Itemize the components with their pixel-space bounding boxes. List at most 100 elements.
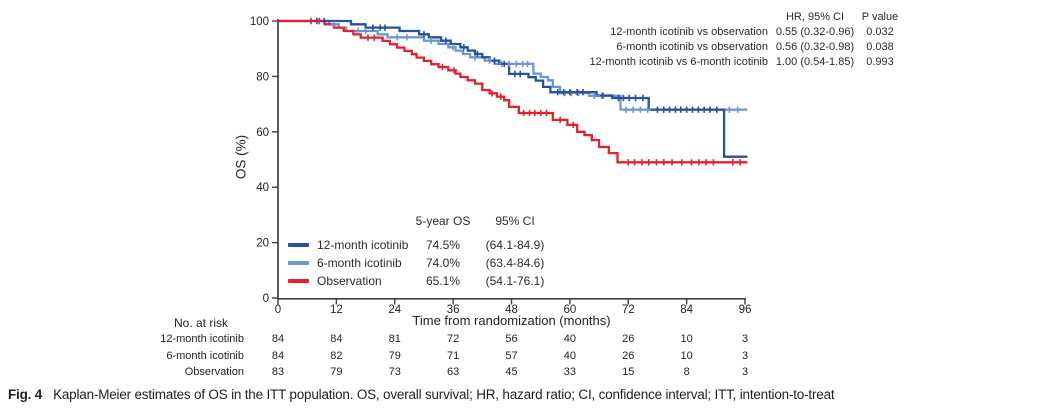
x-tick-label: 96 bbox=[739, 304, 752, 316]
hr-header-spacer bbox=[556, 10, 768, 25]
censor-mark bbox=[702, 159, 710, 166]
censor-mark bbox=[439, 63, 446, 71]
censor-mark bbox=[660, 159, 667, 166]
censor-mark bbox=[632, 94, 639, 102]
censor-mark bbox=[734, 106, 741, 113]
hr-ci-value: 1.00 (0.54-1.85) bbox=[775, 56, 855, 68]
risk-row-label: 12-month icotinib bbox=[160, 333, 244, 345]
risk-value: 63 bbox=[447, 365, 460, 378]
five-year-os-value: 74.5% bbox=[425, 238, 461, 252]
censor-mark bbox=[355, 27, 362, 35]
comparison-label: 12-month icotinib vs observation bbox=[610, 26, 768, 38]
x-tick-label: 48 bbox=[505, 304, 518, 316]
ci-column-header: 95% CI bbox=[495, 214, 535, 228]
censor-mark bbox=[520, 109, 527, 117]
five-year-os-column-header: 5-year OS bbox=[415, 214, 471, 228]
censor-mark bbox=[579, 88, 587, 96]
censor-mark bbox=[713, 106, 720, 113]
y-tick-label: 0 bbox=[263, 293, 269, 305]
censor-mark bbox=[307, 17, 315, 25]
censor-mark bbox=[660, 106, 667, 113]
censor-mark bbox=[531, 109, 539, 117]
censor-mark bbox=[654, 106, 661, 113]
hr-ci-column-header: HR, 95% CI bbox=[785, 11, 845, 23]
km-curve-observation bbox=[278, 19, 748, 164]
censor-mark bbox=[639, 94, 647, 102]
censor-mark bbox=[524, 60, 531, 68]
p-value: 0.032 bbox=[866, 26, 894, 38]
censor-mark bbox=[460, 44, 468, 51]
hr-table-row: 12-month icotinib vs observation 0.55 (0… bbox=[556, 25, 900, 40]
censor-mark bbox=[381, 24, 389, 31]
x-tick-label: 84 bbox=[680, 304, 693, 316]
censor-mark bbox=[695, 159, 702, 166]
censor-mark bbox=[517, 70, 524, 78]
censor-mark bbox=[501, 60, 508, 68]
risk-value: 79 bbox=[330, 365, 343, 378]
legend-row: 6-month icotinib 74.0% (63.4-84.6) bbox=[288, 254, 555, 272]
censor-mark bbox=[620, 94, 627, 102]
y-tick-label: 20 bbox=[256, 238, 269, 250]
censor-mark bbox=[566, 88, 574, 96]
y-tick-label: 100 bbox=[250, 16, 269, 28]
censor-mark bbox=[393, 34, 401, 41]
comparison-label: 6-month icotinib vs observation bbox=[616, 41, 768, 53]
p-value: 0.038 bbox=[866, 41, 894, 53]
series-label: Observation bbox=[317, 274, 382, 288]
risk-value: 3 bbox=[741, 349, 749, 362]
censor-mark bbox=[599, 92, 607, 99]
hr-stats-table: HR, 95% CI P value 12-month icotinib vs … bbox=[556, 10, 900, 70]
censor-mark bbox=[645, 159, 652, 166]
censor-mark bbox=[449, 44, 457, 51]
censor-mark bbox=[369, 24, 377, 31]
series-color-swatch bbox=[288, 242, 309, 248]
censor-mark bbox=[668, 159, 676, 166]
censor-mark bbox=[622, 106, 630, 113]
risk-value: 72 bbox=[447, 333, 460, 345]
censor-mark bbox=[678, 159, 685, 166]
censor-mark bbox=[364, 34, 372, 41]
censor-mark bbox=[695, 106, 702, 113]
censor-mark bbox=[688, 159, 695, 166]
censor-mark bbox=[420, 31, 428, 38]
x-tick-label: 24 bbox=[388, 304, 401, 316]
risk-value: 40 bbox=[563, 349, 576, 362]
censor-mark bbox=[653, 159, 660, 166]
censor-mark bbox=[488, 90, 496, 97]
legend-header-row: 5-year OS 95% CI bbox=[288, 212, 555, 230]
censor-mark bbox=[590, 92, 598, 99]
censor-mark bbox=[474, 50, 481, 58]
km-curve-6-month-icotinib bbox=[278, 19, 748, 111]
risk-value: 56 bbox=[505, 333, 518, 345]
censor-mark bbox=[689, 106, 696, 113]
risk-value: 3 bbox=[741, 365, 749, 378]
x-tick-label: 12 bbox=[330, 304, 343, 316]
ci-value: (63.4-84.6) bbox=[485, 256, 545, 270]
censor-mark bbox=[683, 106, 690, 113]
censor-mark bbox=[330, 21, 338, 28]
legend-row: Observation 65.1% (54.1-76.1) bbox=[288, 272, 555, 290]
risk-value: 10 bbox=[680, 349, 693, 362]
risk-value: 40 bbox=[563, 333, 576, 345]
risk-value: 33 bbox=[563, 365, 576, 378]
km-curve-12-month-icotinib bbox=[278, 19, 748, 158]
risk-value: 8 bbox=[683, 365, 690, 378]
censor-mark bbox=[726, 106, 733, 113]
figure-caption-text: Kaplan-Meier estimates of OS in the ITT … bbox=[53, 387, 835, 402]
series-color-swatch bbox=[288, 260, 309, 266]
censor-mark bbox=[556, 116, 564, 124]
censor-mark bbox=[629, 106, 637, 113]
hr-table-row: 6-month icotinib vs observation 0.56 (0.… bbox=[556, 40, 900, 55]
censor-mark bbox=[554, 88, 561, 96]
risk-value: 26 bbox=[622, 333, 635, 345]
p-value: 0.993 bbox=[866, 56, 894, 68]
x-tick-label: 60 bbox=[563, 304, 576, 316]
risk-value: 84 bbox=[330, 333, 343, 345]
censor-mark bbox=[677, 106, 684, 113]
censor-mark bbox=[570, 121, 577, 129]
risk-row-label: 6-month icotinib bbox=[166, 349, 244, 362]
series-color-swatch bbox=[288, 278, 309, 284]
series-label: 12-month icotinib bbox=[317, 238, 409, 252]
censor-mark bbox=[403, 34, 411, 41]
censor-mark bbox=[736, 159, 744, 166]
